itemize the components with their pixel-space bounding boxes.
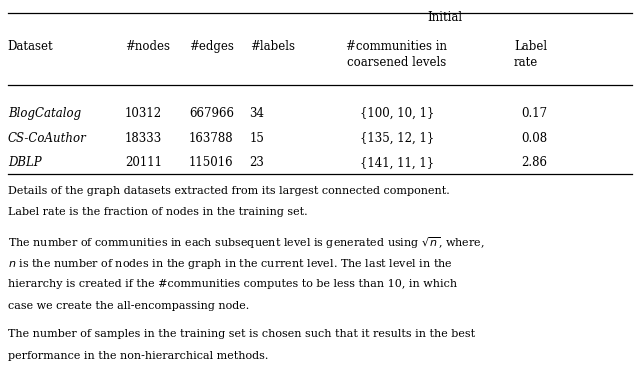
- Text: Label rate is the fraction of nodes in the training set.: Label rate is the fraction of nodes in t…: [8, 207, 307, 217]
- Text: 10312: 10312: [125, 107, 162, 120]
- Text: CS-CoAuthor: CS-CoAuthor: [8, 132, 86, 145]
- Text: 15: 15: [250, 132, 264, 145]
- Text: #labels: #labels: [250, 40, 294, 53]
- Text: hierarchy is created if the #communities computes to be less than 10, in which: hierarchy is created if the #communities…: [8, 279, 457, 289]
- Text: 667966: 667966: [189, 107, 234, 120]
- Text: Label
rate: Label rate: [514, 40, 547, 69]
- Text: #communities in
coarsened levels: #communities in coarsened levels: [346, 40, 447, 69]
- Text: Initial: Initial: [428, 11, 462, 23]
- Text: BlogCatalog: BlogCatalog: [8, 107, 81, 120]
- Text: case we create the all-encompassing node.: case we create the all-encompassing node…: [8, 301, 249, 310]
- Text: 18333: 18333: [125, 132, 162, 145]
- Text: 115016: 115016: [189, 157, 234, 169]
- Text: performance in the non-hierarchical methods.: performance in the non-hierarchical meth…: [8, 351, 268, 360]
- Text: 34: 34: [250, 107, 264, 120]
- Text: 163788: 163788: [189, 132, 234, 145]
- Text: DBLP: DBLP: [8, 157, 42, 169]
- Text: #edges: #edges: [189, 40, 234, 53]
- Text: Dataset: Dataset: [8, 40, 53, 53]
- Text: 0.17: 0.17: [521, 107, 547, 120]
- Text: 23: 23: [250, 157, 264, 169]
- Text: 0.08: 0.08: [521, 132, 547, 145]
- Text: $n$ is the number of nodes in the graph in the current level. The last level in : $n$ is the number of nodes in the graph …: [8, 257, 452, 271]
- Text: 20111: 20111: [125, 157, 162, 169]
- Text: The number of samples in the training set is chosen such that it results in the : The number of samples in the training se…: [8, 329, 475, 339]
- Text: #nodes: #nodes: [125, 40, 170, 53]
- Text: The number of communities in each subsequent level is generated using $\sqrt{n}$: The number of communities in each subseq…: [8, 236, 484, 251]
- Text: 2.86: 2.86: [521, 157, 547, 169]
- Text: Details of the graph datasets extracted from its largest connected component.: Details of the graph datasets extracted …: [8, 186, 449, 196]
- Text: {100, 10, 1}: {100, 10, 1}: [360, 107, 434, 120]
- Text: {141, 11, 1}: {141, 11, 1}: [360, 157, 434, 169]
- Text: {135, 12, 1}: {135, 12, 1}: [360, 132, 434, 145]
